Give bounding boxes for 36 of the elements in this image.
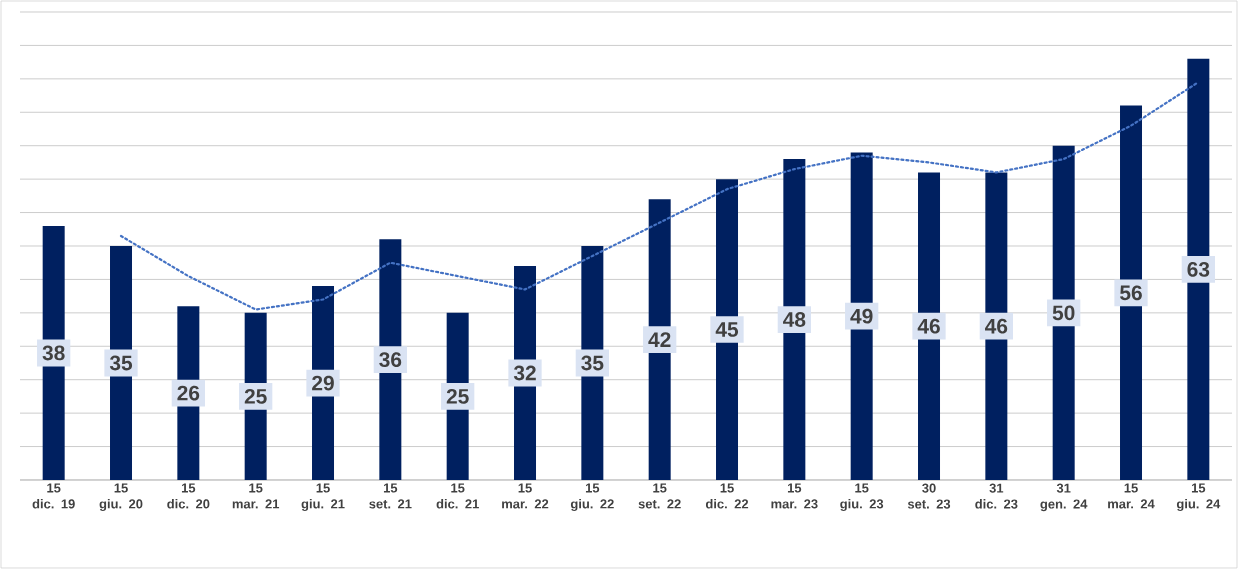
- data-label: 25: [244, 389, 267, 404]
- x-tick-label: 30 set. 23: [907, 483, 951, 509]
- x-tick-label: 15 mar. 24: [1108, 483, 1155, 509]
- data-label: 26: [177, 385, 200, 401]
- x-tick-label: 15 mar. 21: [232, 483, 280, 509]
- data-label: 63: [1187, 261, 1210, 277]
- x-tick-label: 15 giu. 24: [1176, 483, 1221, 512]
- data-label: 56: [1120, 285, 1142, 301]
- data-label: 35: [109, 355, 133, 371]
- x-tick-label: 15 dic. 22: [705, 483, 749, 509]
- data-label: 32: [513, 365, 536, 381]
- x-tick-label: 15 dic. 19: [32, 483, 75, 509]
- x-tick-label: 15 giu. 21: [301, 483, 345, 512]
- x-tick-label: 31 dic. 23: [975, 483, 1018, 509]
- x-tick-label: 15 dic. 20: [167, 483, 210, 509]
- x-tick-label: 15 dic. 21: [436, 483, 479, 509]
- data-label: 45: [715, 322, 739, 337]
- data-label: 38: [42, 345, 65, 361]
- x-tick-label: 15 mar. 23: [771, 483, 818, 509]
- data-label: 50: [1052, 305, 1075, 321]
- data-label: 36: [379, 352, 402, 368]
- data-label: 49: [850, 308, 873, 324]
- x-tick-label: 15 set. 21: [369, 483, 412, 509]
- x-tick-label: 15 giu. 20: [99, 483, 143, 512]
- data-label: 25: [446, 389, 469, 404]
- x-tick-label: 15 giu. 23: [840, 483, 884, 512]
- data-label: 46: [917, 318, 940, 334]
- x-tick-label: 31 gen. 24: [1040, 483, 1088, 512]
- x-tick-label: 15 mar. 22: [502, 483, 549, 509]
- data-label: 48: [783, 312, 806, 327]
- data-label: 35: [581, 355, 604, 371]
- x-tick-label: 15 set. 22: [638, 483, 681, 509]
- data-label: 46: [985, 318, 1008, 334]
- data-label: 42: [648, 332, 671, 347]
- data-label: 29: [312, 375, 334, 391]
- x-tick-label: 15 giu. 22: [570, 483, 614, 512]
